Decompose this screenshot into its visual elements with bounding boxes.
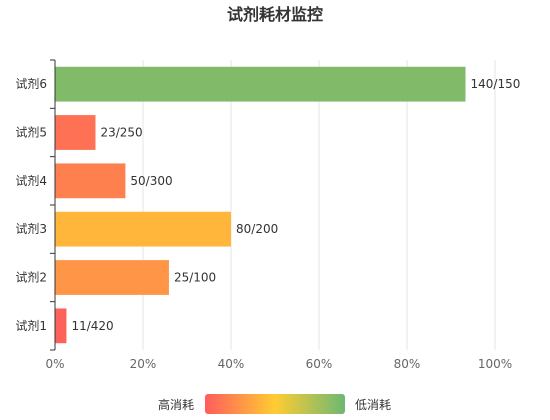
- x-tick-label: 0%: [45, 357, 64, 371]
- x-tick-label: 20%: [130, 357, 157, 371]
- chart-title: 试剂耗材监控: [227, 5, 323, 24]
- x-tick-label: 60%: [306, 357, 333, 371]
- bars: [55, 66, 466, 344]
- data-label: 25/100: [174, 271, 216, 285]
- bar[interactable]: [55, 66, 466, 102]
- legend-high-label: 低消耗: [355, 398, 391, 412]
- data-label: 23/250: [100, 126, 142, 140]
- bar[interactable]: [55, 308, 67, 344]
- data-label: 11/420: [71, 319, 113, 333]
- bar[interactable]: [55, 260, 169, 295]
- data-label: 50/300: [130, 174, 172, 188]
- bar[interactable]: [55, 211, 231, 247]
- visual-map-legend: 高消耗 低消耗: [158, 394, 391, 414]
- legend-gradient-bar: [205, 394, 345, 414]
- y-category-label: 试剂2: [15, 270, 47, 285]
- x-tick-label: 80%: [394, 357, 421, 371]
- bar[interactable]: [55, 163, 126, 199]
- data-label: 80/200: [236, 222, 278, 236]
- y-category-label: 试剂3: [15, 221, 47, 236]
- y-category-label: 试剂1: [15, 318, 47, 333]
- data-labels: 11/420 25/100 80/200 50/300 23/250 140/150: [71, 77, 520, 333]
- data-label: 140/150: [471, 77, 521, 91]
- y-category-label: 试剂6: [15, 76, 47, 91]
- y-category-label: 试剂4: [15, 173, 47, 188]
- grid-lines: [142, 60, 496, 350]
- y-axis: 试剂1 试剂2 试剂3 试剂4 试剂5 试剂6: [15, 59, 56, 351]
- x-tick-label: 40%: [218, 357, 245, 371]
- y-category-label: 试剂5: [15, 125, 47, 140]
- bar[interactable]: [55, 115, 96, 150]
- x-axis: 0% 20% 40% 60% 80% 100%: [45, 357, 512, 371]
- legend-low-label: 高消耗: [158, 397, 194, 412]
- x-tick-label: 100%: [478, 357, 512, 371]
